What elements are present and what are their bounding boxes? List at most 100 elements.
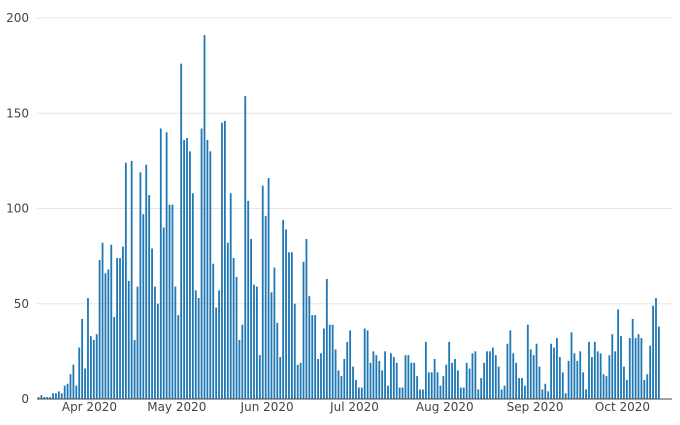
bar-61 — [215, 307, 218, 399]
bar-146 — [462, 387, 465, 399]
bar-125 — [401, 387, 404, 399]
grid-layer — [37, 17, 672, 305]
bar-140 — [445, 364, 448, 399]
bar-83 — [279, 357, 282, 399]
bar-172 — [538, 366, 541, 399]
x-tick-label-4: Aug 2020 — [416, 400, 474, 414]
bar-46 — [171, 204, 174, 399]
bar-79 — [267, 178, 270, 399]
bar-155 — [489, 351, 491, 400]
x-tick-label-6: Oct 2020 — [595, 400, 650, 414]
bar-5 — [52, 393, 54, 399]
bar-80 — [270, 292, 273, 399]
bar-200 — [620, 336, 622, 399]
bar-58 — [206, 139, 209, 400]
y-tick-label-200: 200 — [6, 11, 29, 25]
bar-133 — [424, 341, 427, 399]
bar-1 — [40, 395, 43, 399]
bar-143 — [454, 359, 456, 399]
bar-210 — [649, 345, 652, 399]
bar-206 — [637, 334, 640, 399]
bar-196 — [608, 355, 611, 399]
x-tick-label-5: Sep 2020 — [507, 400, 564, 414]
bar-0 — [37, 397, 40, 399]
bar-179 — [558, 357, 561, 399]
bar-72 — [247, 200, 250, 399]
bar-147 — [465, 362, 468, 399]
bar-28 — [119, 258, 121, 399]
bar-198 — [614, 351, 617, 400]
bar-119 — [384, 351, 386, 400]
bar-76 — [258, 355, 261, 399]
bar-144 — [457, 370, 459, 399]
bar-171 — [535, 343, 538, 399]
bar-131 — [419, 389, 421, 399]
x-axis: Apr 2020 May 2020 Jun 2020 Jul 2020 Aug 2020… — [37, 398, 672, 414]
bar-178 — [556, 338, 558, 399]
bar-141 — [448, 341, 451, 399]
bar-195 — [605, 376, 608, 399]
bar-199 — [617, 309, 620, 399]
bar-127 — [407, 355, 410, 399]
bar-25 — [110, 244, 113, 399]
bar-84 — [282, 219, 285, 399]
bar-170 — [532, 355, 535, 399]
bar-120 — [387, 385, 389, 399]
bar-126 — [404, 355, 407, 399]
bar-52 — [189, 151, 191, 399]
bar-109 — [355, 379, 357, 399]
bar-190 — [590, 357, 593, 399]
bar-6 — [55, 393, 57, 399]
bar-123 — [395, 362, 398, 399]
bar-96 — [317, 359, 319, 399]
bar-208 — [643, 379, 646, 399]
bar-14 — [78, 347, 81, 399]
bar-35 — [139, 172, 142, 399]
bar-121 — [390, 353, 392, 399]
bar-48 — [177, 315, 180, 399]
bar-175 — [547, 391, 550, 399]
bar-132 — [422, 389, 424, 399]
bar-22 — [101, 242, 104, 399]
bar-15 — [81, 318, 84, 399]
bar-186 — [579, 351, 582, 400]
bar-3 — [46, 397, 49, 399]
bar-135 — [430, 372, 433, 399]
bar-163 — [512, 353, 515, 399]
bar-31 — [127, 280, 130, 399]
x-tick-label-1: May 2020 — [147, 400, 206, 414]
bar-68 — [235, 277, 238, 399]
bar-45 — [168, 204, 171, 399]
bar-42 — [159, 128, 162, 400]
bar-63 — [221, 122, 223, 399]
bar-57 — [203, 35, 206, 400]
bar-105 — [343, 359, 346, 399]
bar-37 — [145, 164, 148, 399]
bar-54 — [194, 290, 197, 399]
bar-165 — [518, 378, 520, 399]
bar-26 — [113, 317, 116, 399]
bar-112 — [363, 328, 366, 399]
x-tick-label-0: Apr 2020 — [62, 400, 117, 414]
bar-173 — [541, 389, 544, 399]
bar-191 — [593, 341, 596, 399]
bar-181 — [564, 393, 567, 399]
bar-91 — [302, 261, 305, 399]
bar-95 — [314, 315, 317, 399]
bar-7 — [57, 391, 60, 399]
bar-162 — [509, 330, 512, 399]
bar-213 — [657, 326, 660, 399]
bar-156 — [491, 347, 494, 399]
bars-layer — [37, 35, 660, 400]
bar-93 — [308, 296, 311, 399]
bar-21 — [98, 259, 101, 399]
bar-110 — [357, 387, 360, 399]
bar-17 — [87, 298, 89, 399]
bar-189 — [588, 341, 590, 399]
bar-73 — [250, 238, 252, 399]
bar-75 — [256, 286, 258, 399]
bar-139 — [442, 376, 445, 399]
bar-108 — [352, 366, 354, 399]
bar-33 — [133, 339, 136, 399]
bar-161 — [506, 343, 509, 399]
